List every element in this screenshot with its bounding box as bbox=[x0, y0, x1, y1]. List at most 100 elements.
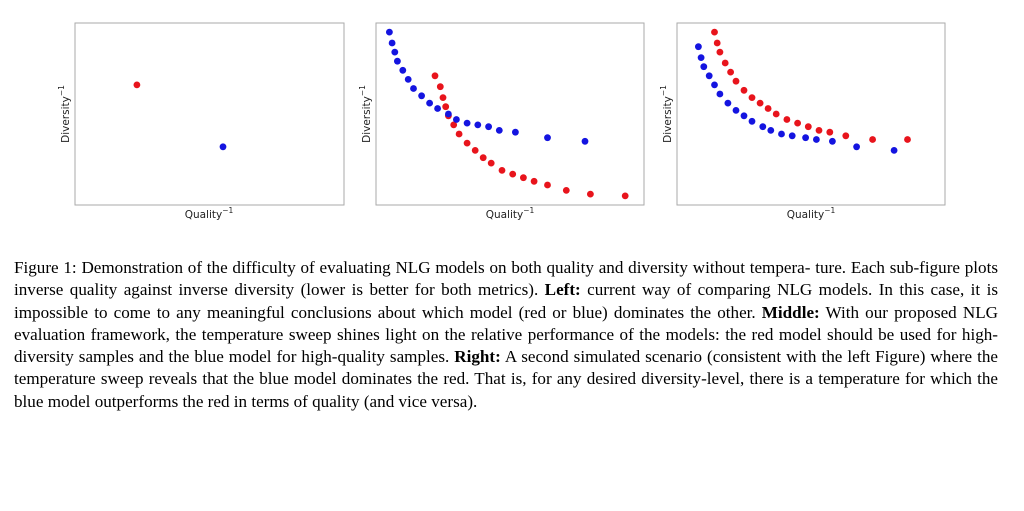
red-point bbox=[509, 170, 517, 178]
red-point bbox=[772, 110, 780, 118]
caption-left-text: current way of comparing NLG models. In … bbox=[14, 280, 998, 322]
blue-point bbox=[399, 66, 407, 74]
red-point bbox=[815, 126, 823, 134]
red-point bbox=[748, 94, 756, 101]
red-point bbox=[455, 130, 463, 138]
blue-point bbox=[697, 54, 705, 61]
red-point bbox=[544, 181, 551, 189]
red-point bbox=[431, 72, 439, 80]
red-point bbox=[711, 28, 718, 36]
blue-point bbox=[700, 63, 708, 71]
blue-point bbox=[716, 90, 724, 98]
red-point bbox=[842, 132, 850, 140]
blue-point bbox=[544, 134, 551, 142]
blue-point bbox=[434, 105, 441, 112]
blue-point bbox=[445, 110, 452, 118]
red-point bbox=[727, 68, 734, 76]
y-axis-label: Diversity−1 bbox=[358, 85, 373, 143]
red-point bbox=[436, 83, 444, 91]
caption-middle-text: With our proposed NLG evaluation framewo… bbox=[14, 302, 998, 367]
figure-caption: Figure 1: Demonstration of the difficult… bbox=[14, 257, 998, 413]
x-axis-label: Quality−1 bbox=[787, 206, 836, 221]
plot-frame bbox=[676, 22, 946, 206]
red-point bbox=[756, 99, 764, 107]
blue-point bbox=[418, 92, 425, 100]
figure: Quality−1 Diversity−1 Quality−1 Diversit… bbox=[57, 22, 946, 221]
blue-point bbox=[778, 130, 785, 138]
blue-point bbox=[705, 72, 713, 80]
red-point bbox=[450, 121, 458, 129]
blue-point bbox=[388, 39, 396, 47]
blue-point bbox=[404, 76, 412, 83]
blue-point bbox=[391, 48, 399, 56]
red-point bbox=[133, 81, 141, 89]
blue-point bbox=[453, 116, 460, 123]
red-point bbox=[479, 154, 487, 162]
blue-point bbox=[748, 117, 756, 125]
red-point bbox=[721, 59, 729, 67]
red-point bbox=[713, 39, 721, 47]
red-point bbox=[587, 190, 594, 198]
red-point bbox=[740, 86, 748, 94]
blue-point bbox=[394, 57, 401, 65]
red-point bbox=[471, 147, 479, 154]
blue-point bbox=[767, 126, 775, 134]
blue-point bbox=[853, 143, 860, 151]
red-point bbox=[530, 177, 538, 185]
blue-point bbox=[724, 99, 732, 107]
x-axis-label: Quality−1 bbox=[185, 206, 234, 221]
scatter-points bbox=[386, 28, 629, 200]
subplot-middle: Quality−1 Diversity−1 bbox=[358, 22, 645, 221]
blue-point bbox=[410, 85, 417, 92]
blue-point bbox=[813, 136, 820, 143]
blue-point bbox=[740, 112, 748, 120]
plot-frame bbox=[74, 22, 345, 206]
red-point bbox=[520, 174, 527, 182]
caption-middle-label: Middle: bbox=[761, 302, 820, 322]
y-axis-label: Diversity−1 bbox=[659, 85, 674, 143]
subplot-right: Quality−1 Diversity−1 bbox=[659, 22, 946, 221]
red-point bbox=[804, 123, 812, 131]
blue-point bbox=[495, 126, 503, 134]
red-point bbox=[783, 116, 791, 123]
blue-point bbox=[732, 107, 740, 114]
red-point bbox=[716, 48, 724, 56]
blue-point bbox=[219, 143, 227, 151]
blue-point bbox=[802, 134, 809, 142]
blue-point bbox=[759, 123, 767, 131]
scatter-points bbox=[695, 28, 911, 154]
caption-left-label: Left: bbox=[544, 280, 581, 300]
caption-right-text: A second simulated scenario (consistent … bbox=[14, 347, 998, 411]
x-axis-label: Quality−1 bbox=[486, 206, 535, 221]
blue-point bbox=[788, 132, 796, 140]
red-point bbox=[463, 139, 471, 147]
blue-point bbox=[426, 99, 433, 107]
red-point bbox=[826, 128, 834, 136]
blue-point bbox=[463, 119, 471, 127]
red-point bbox=[487, 159, 495, 167]
red-point bbox=[764, 105, 772, 112]
blue-point bbox=[485, 123, 492, 131]
blue-point bbox=[581, 137, 589, 145]
blue-point bbox=[829, 137, 836, 145]
red-point bbox=[498, 167, 506, 174]
caption-right-label: Right: bbox=[454, 347, 501, 367]
red-point bbox=[442, 103, 450, 111]
subplot-left: Quality−1 Diversity−1 bbox=[57, 22, 345, 221]
red-point bbox=[794, 119, 801, 127]
blue-point bbox=[512, 128, 519, 136]
y-axis-label: Diversity−1 bbox=[57, 85, 72, 143]
blue-point bbox=[474, 121, 482, 129]
red-point bbox=[562, 187, 570, 194]
red-point bbox=[621, 192, 629, 200]
red-point bbox=[732, 77, 740, 85]
plot-frame bbox=[375, 22, 645, 206]
scatter-points bbox=[133, 81, 227, 151]
blue-point bbox=[890, 147, 898, 154]
blue-point bbox=[695, 43, 702, 51]
red-point bbox=[439, 94, 447, 101]
red-point bbox=[869, 136, 876, 143]
blue-point bbox=[711, 81, 718, 89]
caption-intro: Figure 1: Demonstration of the difficult… bbox=[14, 258, 998, 300]
red-point bbox=[904, 136, 911, 143]
